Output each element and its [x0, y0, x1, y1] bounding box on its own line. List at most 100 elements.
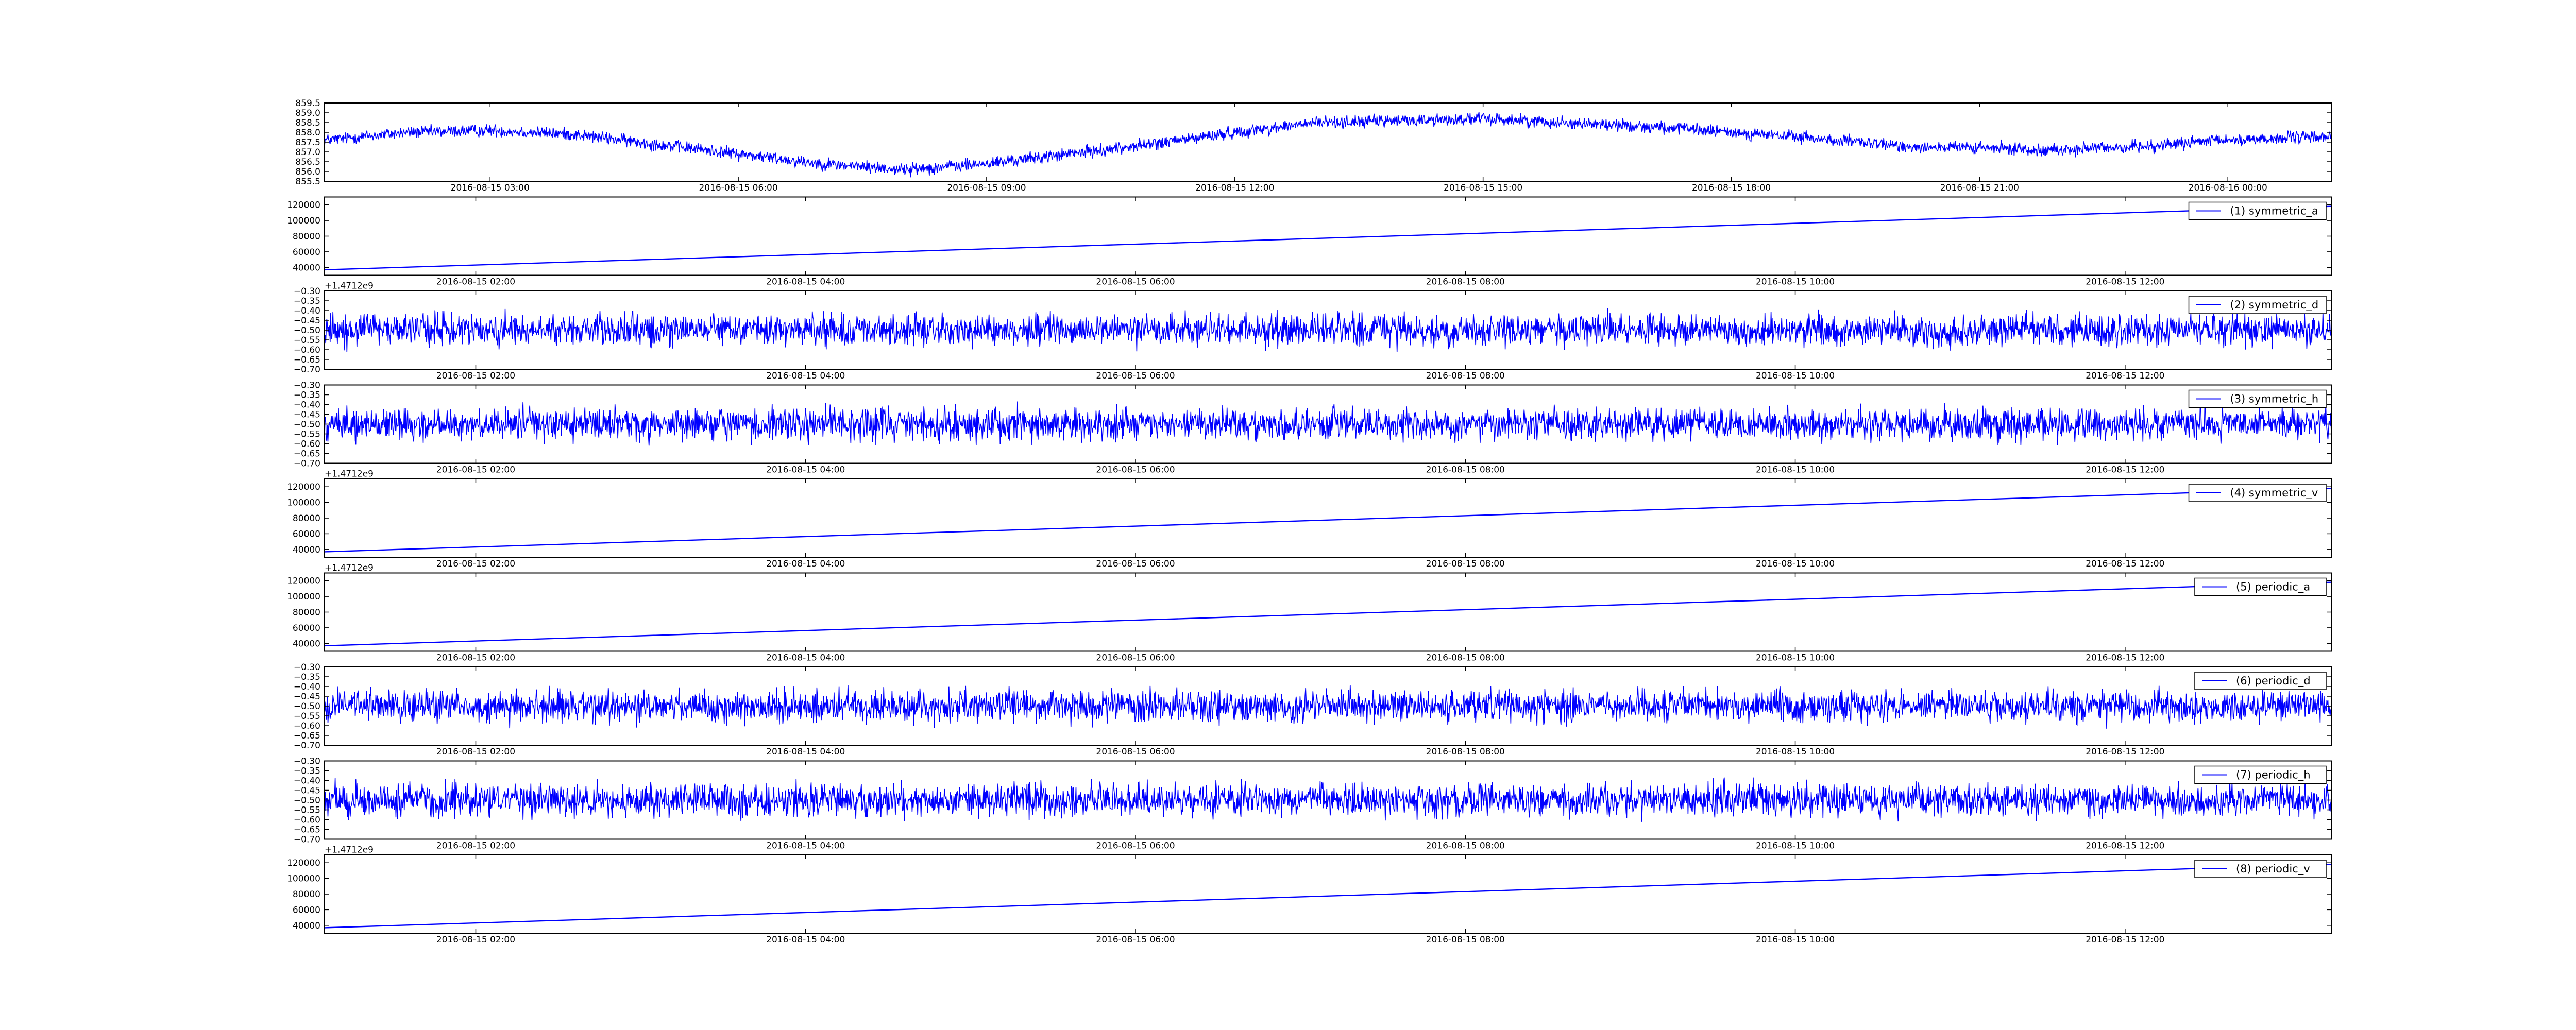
legend-label: (5) periodic_a — [2236, 581, 2310, 594]
y-tick-label: −0.65 — [294, 355, 320, 365]
y-tick-label: 858.5 — [295, 118, 320, 128]
y-tick-label: −0.50 — [294, 796, 320, 806]
x-tick-label: 2016-08-15 08:00 — [1426, 841, 1505, 851]
subplot-7: −0.70−0.65−0.60−0.55−0.50−0.45−0.40−0.35… — [294, 662, 2332, 757]
y-tick-label: −0.65 — [294, 449, 320, 459]
legend-label: (3) symmetric_h — [2230, 393, 2319, 406]
x-offset-text: +1.4712e9 — [325, 845, 374, 855]
y-tick-label: −0.50 — [294, 701, 320, 712]
legend: (1) symmetric_a — [2188, 201, 2327, 220]
y-tick-label: −0.45 — [294, 692, 320, 702]
y-tick-label: −0.35 — [294, 766, 320, 777]
legend: (4) symmetric_v — [2188, 484, 2327, 502]
y-tick-label: −0.60 — [294, 345, 320, 355]
x-tick-label: 2016-08-15 02:00 — [436, 277, 515, 287]
y-tick-label: −0.35 — [294, 390, 320, 401]
x-offset-text: +1.4712e9 — [325, 469, 374, 479]
y-tick-label: 120000 — [287, 858, 320, 868]
x-tick-label: 2016-08-15 04:00 — [766, 559, 845, 569]
x-tick-label: 2016-08-15 02:00 — [436, 559, 515, 569]
series-line-9 — [325, 864, 2331, 929]
subplot-5: 40000 60000 80000 100000 120000 2016-08-15 02… — [287, 478, 2332, 573]
y-tick-label: −0.70 — [294, 365, 320, 375]
y-tick-label: 80000 — [293, 513, 320, 524]
series-line-3 — [325, 308, 2331, 352]
y-tick-label: 40000 — [293, 263, 320, 273]
subplot-9: 40000 60000 80000 100000 120000 2016-08-15 02… — [287, 854, 2332, 945]
y-tick-label: −0.50 — [294, 325, 320, 336]
x-tick-label: 2016-08-15 08:00 — [1426, 747, 1505, 757]
series-line-5 — [325, 488, 2331, 553]
x-tick-label: 2016-08-15 12:00 — [2086, 747, 2164, 757]
legend-label: (1) symmetric_a — [2230, 205, 2318, 218]
legend-box — [2188, 389, 2327, 408]
legend: (8) periodic_v — [2194, 860, 2327, 878]
y-tick-label: −0.30 — [294, 286, 320, 297]
subplot-8: −0.70−0.65−0.60−0.55−0.50−0.45−0.40−0.35… — [294, 757, 2332, 855]
y-tick-label: 100000 — [287, 592, 320, 602]
series-line-8 — [325, 777, 2331, 822]
x-tick-label: 2016-08-15 04:00 — [766, 371, 845, 381]
x-tick-label: 2016-08-15 04:00 — [766, 277, 845, 287]
y-tick-label: 120000 — [287, 200, 320, 211]
x-tick-label: 2016-08-15 02:00 — [436, 465, 515, 475]
x-tick-label: 2016-08-15 08:00 — [1426, 465, 1505, 475]
x-tick-label: 2016-08-15 12:00 — [2086, 371, 2164, 381]
y-tick-label: −0.45 — [294, 786, 320, 796]
x-tick-label: 2016-08-15 02:00 — [436, 747, 515, 757]
y-tick-label: 100000 — [287, 874, 320, 884]
x-tick-label: 2016-08-15 06:00 — [1096, 465, 1175, 475]
y-tick-label: 859.0 — [295, 108, 320, 118]
legend: (3) symmetric_h — [2188, 389, 2327, 408]
y-tick-label: −0.40 — [294, 776, 320, 786]
y-tick-label: 40000 — [293, 545, 320, 555]
y-tick-label: −0.70 — [294, 835, 320, 845]
series-line-4 — [325, 401, 2331, 446]
y-tick-label: 120000 — [287, 482, 320, 492]
x-offset-text: +1.4712e9 — [325, 281, 374, 291]
x-tick-label: 2016-08-15 06:00 — [1096, 747, 1175, 757]
y-tick-label: −0.35 — [294, 672, 320, 682]
subplot-2: 40000 60000 80000 100000 120000 2016-08-15 02… — [287, 196, 2332, 291]
x-tick-label: 2016-08-15 04:00 — [766, 653, 845, 663]
x-tick-label: 2016-08-15 12:00 — [2086, 653, 2164, 663]
y-tick-label: 120000 — [287, 576, 320, 587]
x-tick-label: 2016-08-15 10:00 — [1756, 841, 1835, 851]
legend: (6) periodic_d — [2194, 672, 2327, 690]
x-tick-label: 2016-08-15 02:00 — [436, 653, 515, 663]
x-tick-label: 2016-08-15 06:00 — [1096, 935, 1175, 945]
series-line-7 — [325, 685, 2331, 729]
y-tick-label: 60000 — [293, 529, 320, 539]
legend: (7) periodic_h — [2194, 765, 2327, 784]
x-tick-label: 2016-08-15 04:00 — [766, 465, 845, 475]
y-tick-label: 60000 — [293, 905, 320, 915]
x-tick-label: 2016-08-15 02:00 — [436, 935, 515, 945]
series-line-1 — [325, 112, 2331, 178]
x-tick-label: 2016-08-15 06:00 — [699, 183, 777, 193]
x-tick-label: 2016-08-15 12:00 — [2086, 935, 2164, 945]
x-tick-label: 2016-08-15 08:00 — [1426, 935, 1505, 945]
y-tick-label: 856.0 — [295, 167, 320, 177]
subplot-3: −0.70−0.65−0.60−0.55−0.50−0.45−0.40−0.35… — [294, 286, 2332, 381]
x-tick-label: 2016-08-15 10:00 — [1756, 465, 1835, 475]
y-tick-label: 80000 — [293, 232, 320, 242]
y-tick-label: −0.50 — [294, 420, 320, 430]
x-tick-label: 2016-08-15 09:00 — [947, 183, 1026, 193]
y-tick-label: 857.5 — [295, 138, 320, 148]
y-tick-label: 80000 — [293, 889, 320, 900]
y-tick-label: −0.55 — [294, 711, 320, 722]
y-tick-label: −0.60 — [294, 815, 320, 826]
x-tick-label: 2016-08-15 02:00 — [436, 371, 515, 381]
x-tick-label: 2016-08-15 06:00 — [1096, 653, 1175, 663]
subplot-6: 40000 60000 80000 100000 120000 2016-08-15 02… — [287, 572, 2332, 663]
legend-label: (7) periodic_h — [2236, 769, 2311, 782]
y-tick-label: −0.60 — [294, 721, 320, 731]
x-tick-label: 2016-08-15 15:00 — [1444, 183, 1522, 193]
x-tick-label: 2016-08-15 10:00 — [1756, 935, 1835, 945]
legend-label: (6) periodic_d — [2236, 675, 2311, 688]
y-tick-label: −0.65 — [294, 731, 320, 741]
y-tick-label: −0.30 — [294, 662, 320, 673]
series-line-2 — [325, 205, 2331, 271]
